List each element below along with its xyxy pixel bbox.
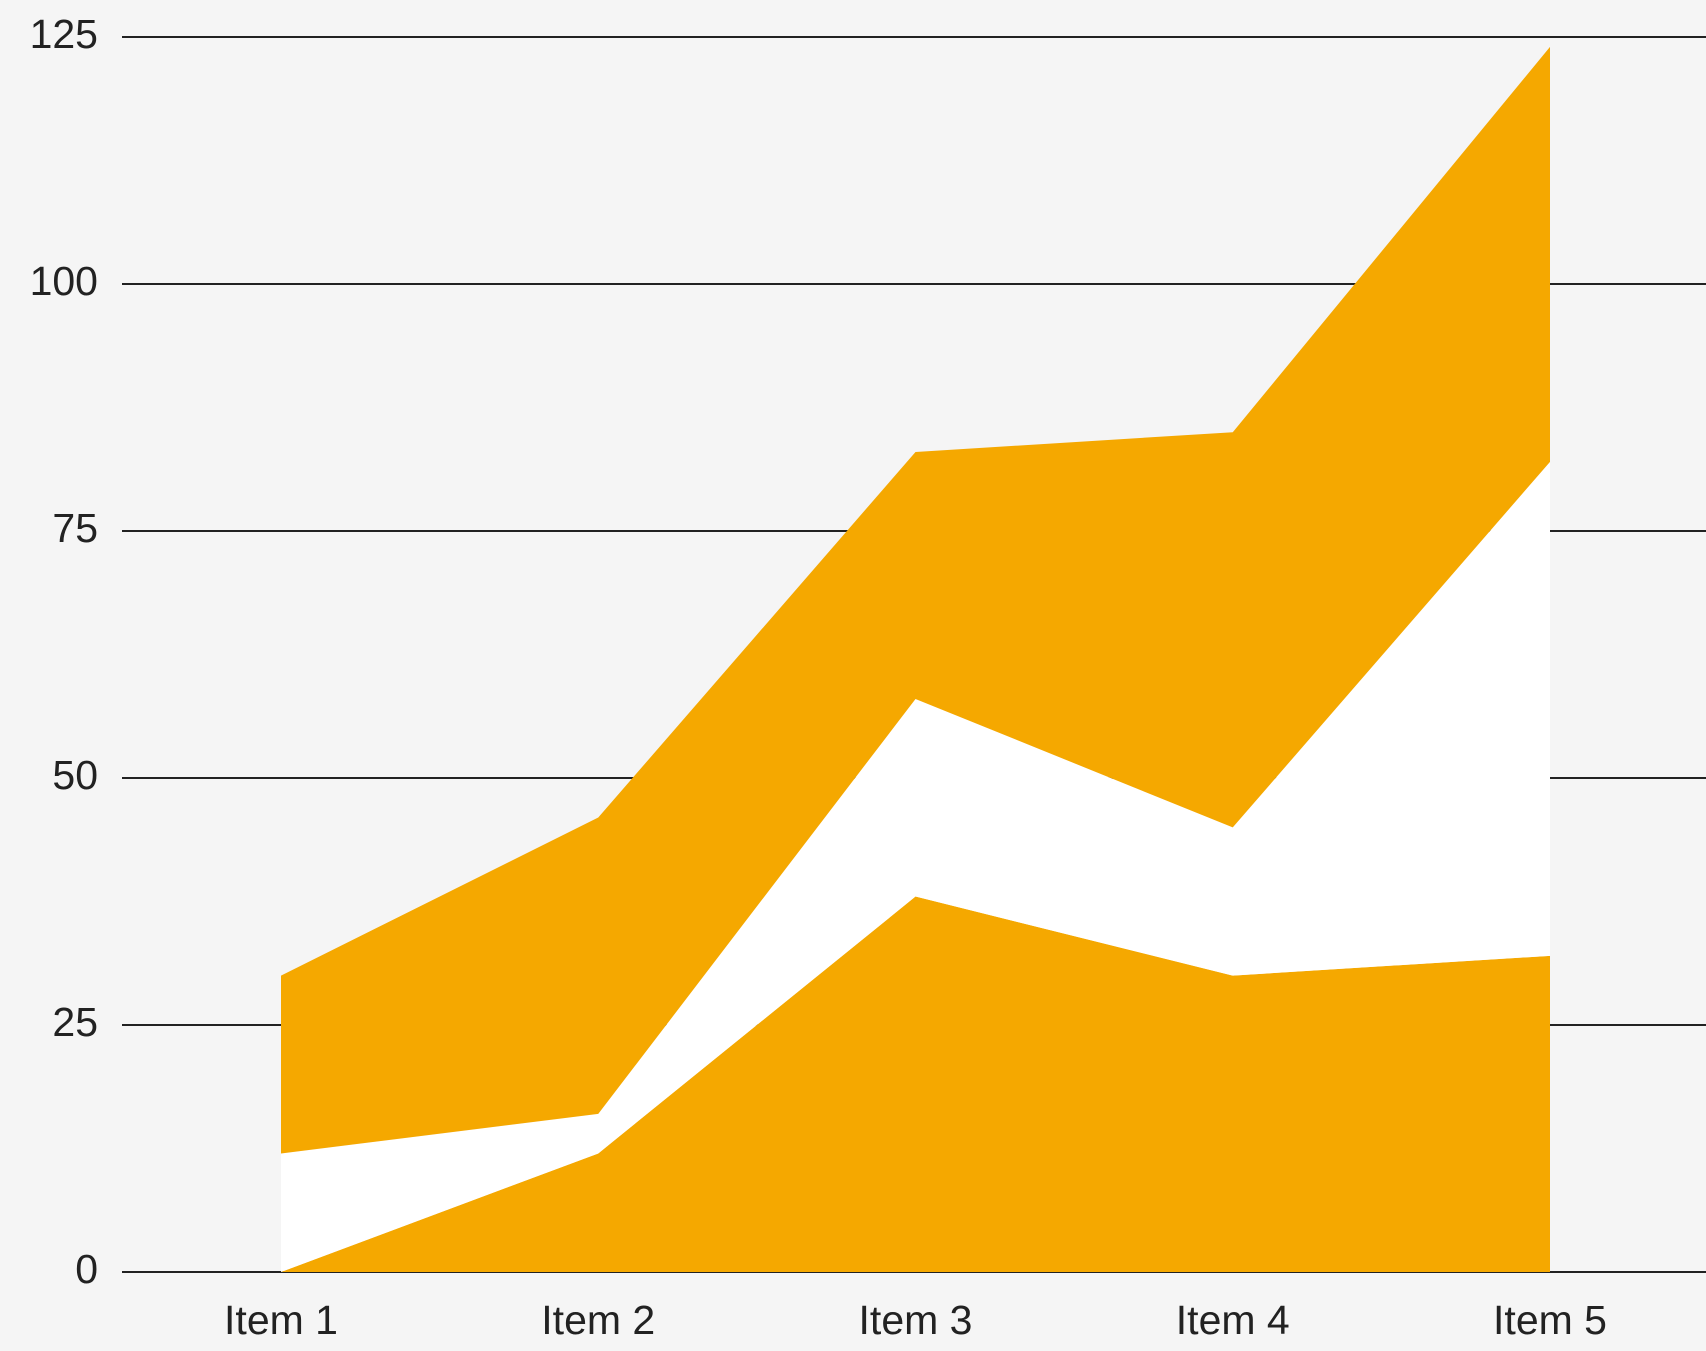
x-tick-label: Item 1	[224, 1297, 338, 1343]
y-tick-label: 0	[75, 1246, 98, 1292]
area	[281, 896, 1550, 1272]
area	[281, 46, 1550, 1154]
x-tick-label: Item 3	[859, 1297, 973, 1343]
y-tick-label: 25	[52, 999, 98, 1045]
x-tick-label: Item 4	[1176, 1297, 1290, 1343]
y-tick-label: 50	[52, 752, 98, 798]
x-tick-label: Item 5	[1493, 1297, 1607, 1343]
area	[281, 461, 1550, 1273]
y-tick-label: 125	[30, 11, 98, 57]
x-tick-label: Item 2	[541, 1297, 655, 1343]
y-tick-label: 100	[30, 258, 98, 304]
y-tick-label: 75	[52, 505, 98, 551]
